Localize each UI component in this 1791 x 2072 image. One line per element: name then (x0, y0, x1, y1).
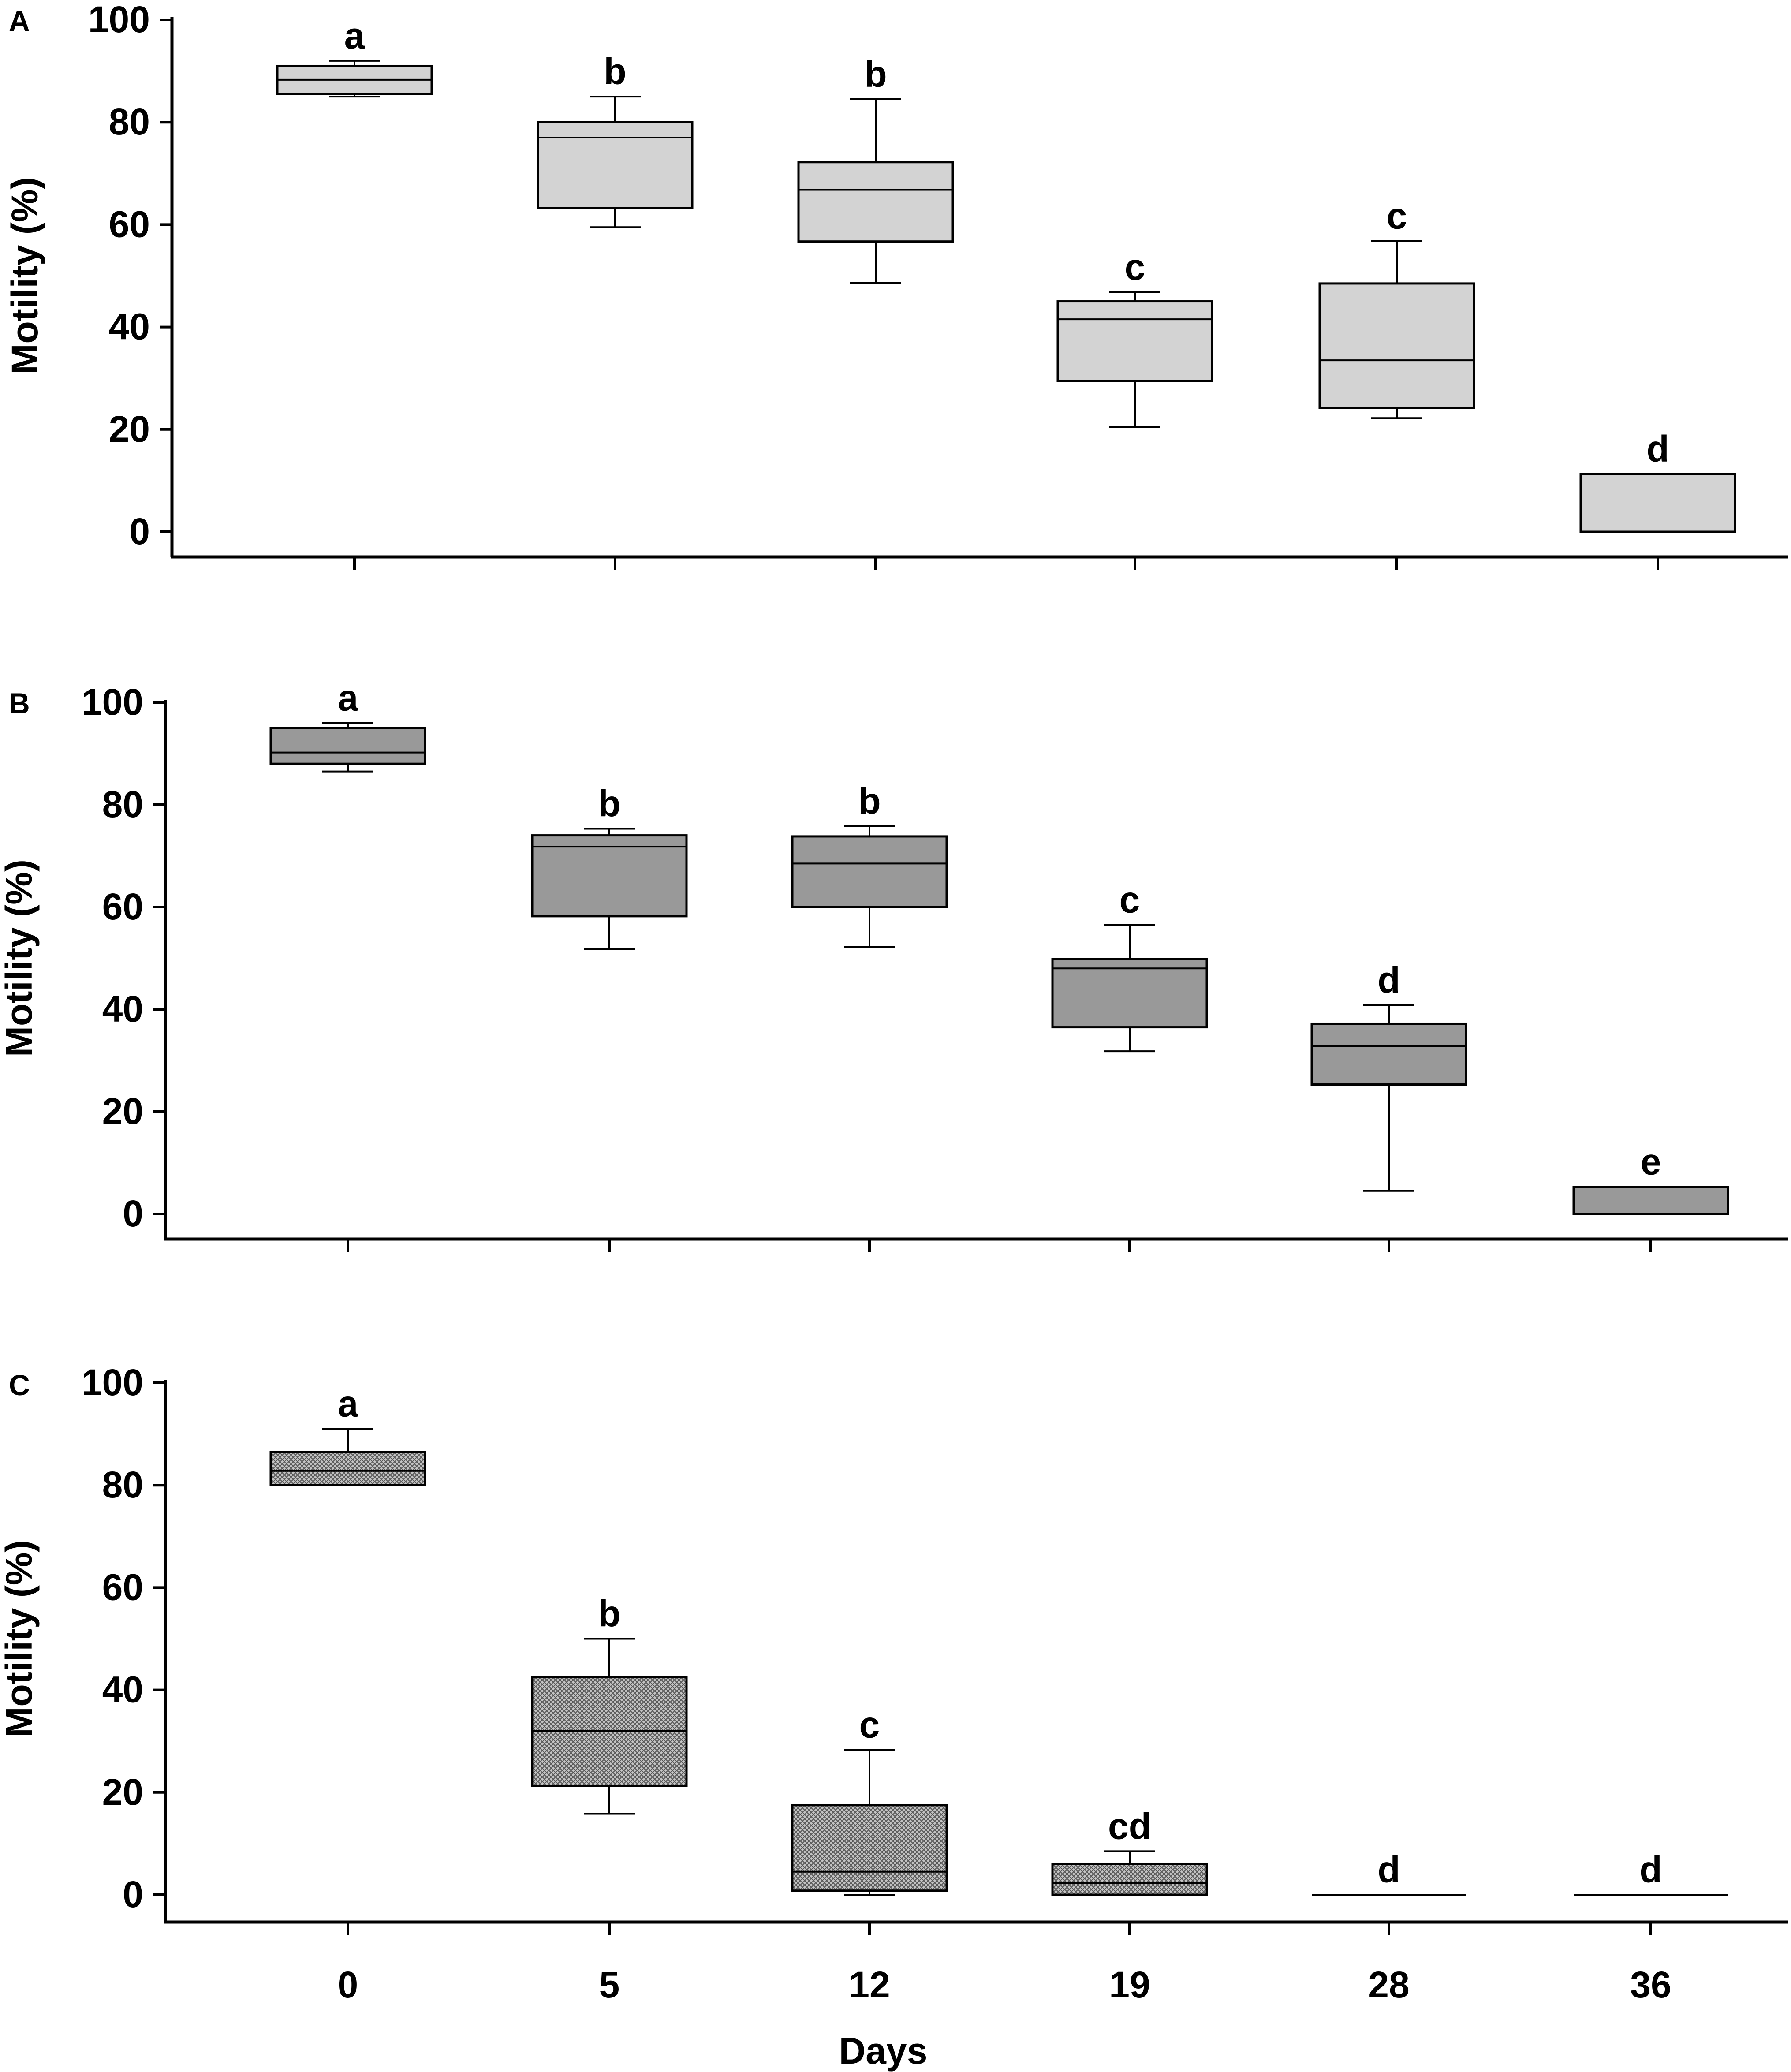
y-axis-title: Motility (%) (0, 859, 40, 1057)
box-day-28: c (1318, 195, 1475, 419)
box-day-0: a (276, 15, 433, 98)
y-tick-label: 40 (102, 1669, 143, 1710)
box-day-12: b (797, 53, 954, 284)
box-iqr (269, 727, 426, 765)
significance-letter: cd (1108, 1805, 1151, 1847)
y-tick-label: 60 (102, 1566, 143, 1608)
y-tick-label: 20 (102, 1771, 143, 1813)
y-tick-label: 40 (102, 988, 143, 1030)
y-tick-label: 80 (102, 1464, 143, 1505)
x-tick-label: 0 (338, 1964, 358, 2005)
y-tick-label: 100 (88, 0, 150, 40)
y-tick-label: 80 (102, 784, 143, 825)
significance-letter: c (1125, 246, 1145, 288)
box-day-19: c (1051, 879, 1208, 1053)
significance-letter: b (604, 51, 626, 92)
box-day-5: b (531, 783, 688, 950)
box-day-36: d (1574, 1849, 1728, 1896)
panel-c: C 0 20 40 60 80 100 Motility (%) 0 5 12 19 28 36 Days a… (0, 1362, 1788, 2072)
box-day-19: c (1056, 246, 1213, 428)
y-tick-label: 40 (109, 306, 150, 347)
y-axis-title: Motility (%) (4, 177, 45, 375)
significance-letter: d (1377, 959, 1400, 1001)
significance-letter: c (1119, 879, 1140, 921)
box-iqr (1051, 958, 1208, 1029)
box-iqr (797, 161, 954, 243)
significance-letter: a (338, 1383, 359, 1424)
box-iqr (1056, 300, 1213, 382)
significance-letter: d (1377, 1849, 1400, 1890)
box-iqr (531, 834, 688, 918)
box-day-5: b (537, 51, 694, 228)
box-day-28: d (1312, 1849, 1466, 1896)
y-tick-label: 20 (109, 408, 150, 450)
x-tick-label: 19 (1109, 1964, 1150, 2005)
box-day-0: a (269, 677, 426, 773)
significance-letter: c (859, 1704, 880, 1745)
box-iqr (791, 1804, 948, 1892)
box-day-5: b (531, 1593, 688, 1815)
y-tick-label: 80 (109, 101, 150, 142)
box-iqr (791, 835, 948, 908)
panel-label: B (9, 687, 30, 720)
significance-letter: b (598, 1593, 620, 1635)
y-tick-label: 0 (129, 511, 150, 552)
significance-letter: b (598, 783, 620, 825)
panel-b: B 0 20 40 60 80 100 Motility (%) a b b c d e (0, 677, 1788, 1252)
box-day-28: d (1310, 959, 1467, 1192)
box-iqr (1310, 1022, 1467, 1086)
y-axis-title: Motility (%) (0, 1540, 40, 1738)
y-tick-label: 100 (82, 681, 143, 723)
y-tick-label: 100 (82, 1362, 143, 1403)
x-tick-label: 36 (1630, 1964, 1671, 2005)
x-tick-label: 28 (1368, 1964, 1409, 2005)
significance-letter: d (1646, 428, 1669, 470)
box-day-12: c (791, 1704, 948, 1896)
significance-letter: a (344, 15, 366, 56)
box-iqr (1318, 282, 1475, 409)
y-tick-label: 60 (109, 203, 150, 245)
box-iqr (1572, 1186, 1729, 1215)
box-day-0: a (269, 1383, 426, 1486)
panel-label: C (9, 1369, 30, 1401)
y-tick-label: 20 (102, 1090, 143, 1132)
significance-letter: d (1639, 1849, 1662, 1890)
significance-letter: e (1641, 1141, 1661, 1183)
x-tick-label: 12 (849, 1964, 890, 2005)
box-iqr (1579, 473, 1736, 533)
panel-label: A (9, 4, 30, 37)
panel-a: A 0 20 40 60 80 100 Motility (%) a b b c c d (4, 0, 1788, 570)
y-tick-label: 0 (123, 1874, 143, 1915)
y-tick-label: 60 (102, 886, 143, 927)
box-iqr (537, 121, 694, 209)
box-iqr (1051, 1863, 1208, 1896)
significance-letter: b (858, 780, 881, 822)
x-axis-title: Days (839, 2030, 928, 2072)
box-day-36: d (1579, 428, 1736, 533)
box-iqr (269, 1451, 426, 1486)
box-day-12: b (791, 780, 948, 948)
significance-letter: c (1387, 195, 1407, 237)
significance-letter: b (864, 53, 887, 95)
box-day-19: cd (1051, 1805, 1208, 1896)
significance-letter: a (338, 677, 359, 718)
box-day-36: e (1572, 1141, 1729, 1215)
y-tick-label: 0 (123, 1193, 143, 1234)
x-tick-label: 5 (599, 1964, 620, 2005)
